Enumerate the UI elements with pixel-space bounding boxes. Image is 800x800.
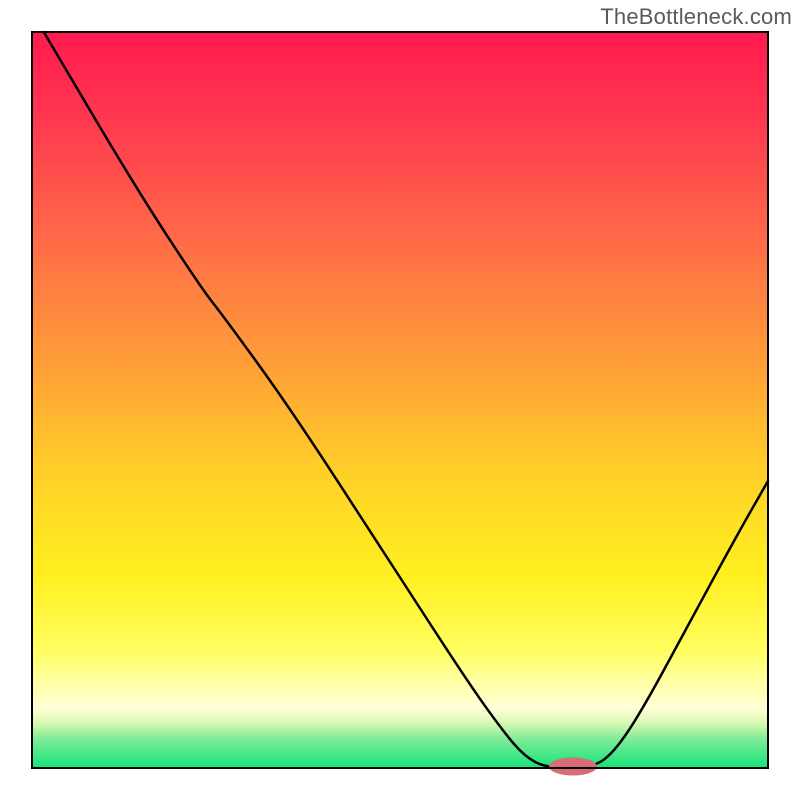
bottleneck-chart: TheBottleneck.com bbox=[0, 0, 800, 800]
plot-background bbox=[32, 32, 768, 768]
chart-svg bbox=[0, 0, 800, 800]
watermark-text: TheBottleneck.com bbox=[600, 4, 792, 30]
optimum-marker bbox=[549, 758, 597, 776]
